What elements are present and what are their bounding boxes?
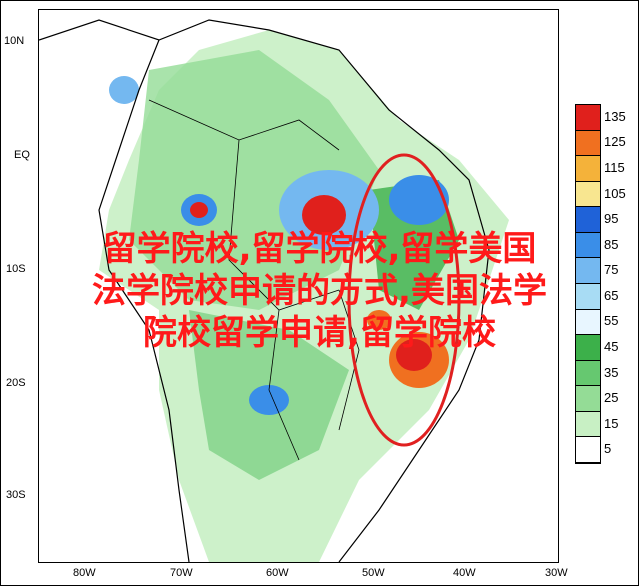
legend-label: 45 <box>604 338 619 354</box>
legend-label: 95 <box>604 211 619 227</box>
legend-swatch <box>576 156 600 182</box>
legend-label: 105 <box>604 185 626 201</box>
legend-label: 5 <box>604 441 612 457</box>
legend-label: 75 <box>604 262 619 278</box>
blue-area-3 <box>249 385 289 415</box>
precipitation-map <box>38 9 559 563</box>
blue-area-5 <box>109 76 139 104</box>
lon-label-50w: 50W <box>362 567 385 579</box>
lon-label-40w: 40W <box>453 567 476 579</box>
legend-swatch <box>576 335 600 361</box>
legend-label: 35 <box>604 364 619 380</box>
red-area-2 <box>190 202 208 218</box>
lat-label-10s: 10S <box>6 263 26 275</box>
lat-label-10n: 10N <box>4 35 25 47</box>
legend-label: 135 <box>604 108 626 124</box>
blue-area-2 <box>389 175 449 225</box>
legend-label: 85 <box>604 236 619 252</box>
west-coast <box>98 39 190 562</box>
color-legend <box>575 104 601 464</box>
legend-swatch <box>576 411 600 438</box>
legend-swatch <box>576 130 600 157</box>
legend-swatch <box>576 309 600 336</box>
lon-label-70w: 70W <box>170 567 193 579</box>
highlight-ellipse <box>347 153 461 447</box>
map-canvas <box>39 19 509 562</box>
legend-swatch <box>576 360 600 387</box>
lat-label-eq: EQ <box>14 149 30 161</box>
legend-label: 125 <box>604 134 626 150</box>
legend-label: 115 <box>604 159 625 175</box>
legend-label: 55 <box>604 313 619 329</box>
lon-label-80w: 80W <box>73 567 96 579</box>
legend-swatch <box>576 207 600 233</box>
legend-swatch <box>576 105 600 131</box>
lat-label-30s: 30S <box>6 489 26 501</box>
legend-swatch <box>576 258 600 284</box>
legend-swatch <box>576 181 600 208</box>
legend-label: 15 <box>604 415 619 431</box>
red-area-4 <box>396 339 432 371</box>
legend-label: 25 <box>604 390 619 406</box>
lat-label-20s: 20S <box>6 377 26 389</box>
border-lines <box>148 99 360 461</box>
red-area-5 <box>367 310 391 330</box>
red-area-1 <box>302 195 346 235</box>
legend-swatch <box>576 437 600 463</box>
legend-swatch <box>576 284 600 310</box>
legend-swatch <box>576 232 600 259</box>
coastline <box>39 19 490 562</box>
legend-label: 65 <box>604 287 619 303</box>
lon-label-60w: 60W <box>266 567 289 579</box>
legend-swatch <box>576 386 600 412</box>
lon-label-30w: 30W <box>545 567 568 579</box>
